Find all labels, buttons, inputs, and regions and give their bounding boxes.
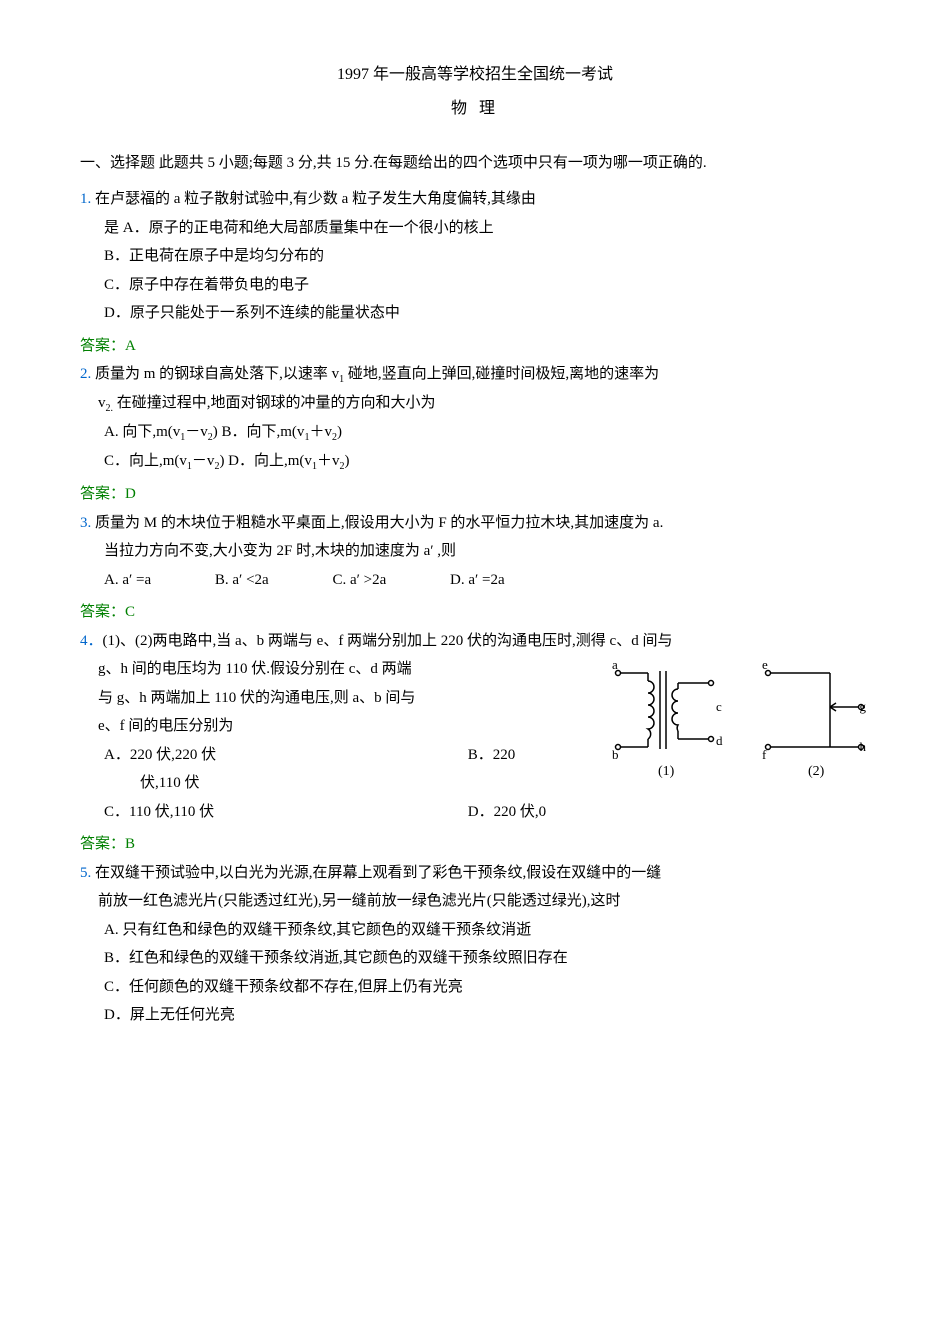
q3-stem2: 当拉力方向不变,大小变为 2F 时,木块的加速度为 a′ ,则 (80, 537, 870, 566)
q4-option-c: C．110 伏,110 伏 (104, 798, 464, 827)
q2-oa-mid: －v (185, 424, 208, 440)
q2-oc-mid2: ＋v (317, 453, 340, 469)
q2-answer: 答案：D (80, 480, 870, 509)
fig-label-g: g (860, 699, 867, 714)
q2-l2-p2: 在碰撞过程中,地面对钢球的冲量的方向和大小为 (113, 395, 436, 411)
q5-option-d: D．屏上无任何光亮 (80, 1001, 870, 1030)
q2-stem-p2: 碰地,竖直向上弹回,碰撞时间极短,离地的速率为 (344, 366, 659, 382)
q5-stem1: 在双缝干预试验中,以白光为光源,在屏幕上观看到了彩色干预条纹,假设在双缝中的一缝 (95, 865, 661, 881)
question-2: 2. 质量为 m 的钢球自高处落下,以速率 v1 碰地,竖直向上弹回,碰撞时间极… (80, 360, 870, 476)
q2-oa-mid2: ＋v (309, 424, 332, 440)
q1-number: 1. (80, 191, 91, 207)
exam-title: 1997 年一般高等学校招生全国统一考试 (80, 60, 870, 90)
q4-answer-label: 答案： (80, 836, 125, 852)
q4-stem2: g、h 间的电压均为 110 伏.假设分别在 c、d 两端 (80, 655, 600, 684)
q2-answer-letter: D (125, 486, 136, 502)
q4-option-b2: 伏,110 伏 (80, 769, 600, 798)
fig-label-f: f (762, 747, 767, 762)
q4-row-cd: C．110 伏,110 伏 D．220 伏,0 (80, 798, 600, 827)
fig-label-h: h (860, 739, 867, 754)
q2-oc-pre: C．向上,m(v (104, 453, 187, 469)
q2-stem-p1: 质量为 m 的钢球自高处落下,以速率 v (95, 366, 339, 382)
q2-options-cd: C．向上,m(v1－v2) D．向上,m(v1＋v2) (80, 447, 870, 476)
q2-answer-label: 答案： (80, 486, 125, 502)
q3-option-c: C. a′ >2a (332, 566, 386, 595)
q3-option-a: A. a′ =a (104, 566, 151, 595)
q2-l2-p1: v (98, 395, 106, 411)
q2-l2-sub: 2. (106, 403, 114, 414)
q2-line2: v2. 在碰撞过程中,地面对钢球的冲量的方向和大小为 (80, 389, 870, 418)
fig-label-one: (1) (658, 764, 675, 779)
fig-label-d: d (716, 733, 723, 748)
q1-stem: 在卢瑟福的 a 粒子散射试验中,有少数 a 粒子发生大角度偏转,其缘由 (95, 191, 536, 207)
q2-oa-pre: A. 向下,m(v (104, 424, 180, 440)
q2-oa-end: ) (337, 424, 342, 440)
question-3: 3. 质量为 M 的木块位于粗糙水平桌面上,假设用大小为 F 的水平恒力拉木块,… (80, 509, 870, 595)
q1-option-b: B．正电荷在原子中是均匀分布的 (80, 242, 870, 271)
q4-stem4: e、f 间的电压分别为 (80, 712, 600, 741)
q3-answer: 答案：C (80, 598, 870, 627)
question-5: 5. 在双缝干预试验中,以白光为光源,在屏幕上观看到了彩色干预条纹,假设在双缝中… (80, 859, 870, 1030)
q2-oa-post: ) B．向下,m(v (213, 424, 305, 440)
q4-answer-letter: B (125, 836, 135, 852)
q2-options-ab: A. 向下,m(v1－v2) B．向下,m(v1＋v2) (80, 418, 870, 447)
q4-number: 4． (80, 633, 103, 649)
q4-answer: 答案：B (80, 830, 870, 859)
q3-answer-label: 答案： (80, 604, 125, 620)
question-4: 4．(1)、(2)两电路中,当 a、b 两端与 e、f 两端分别加上 220 伏… (80, 627, 870, 827)
q4-figure: a b c d (1) (610, 659, 870, 800)
q3-option-d: D. a′ =2a (450, 566, 505, 595)
q2-oc-end: ) (344, 453, 349, 469)
q3-number: 3. (80, 515, 91, 531)
q3-answer-letter: C (125, 604, 135, 620)
q4-option-a: A．220 伏,220 伏 (104, 741, 464, 770)
q5-number: 5. (80, 865, 91, 881)
q1-answer-letter: A (125, 338, 136, 354)
q3-options: A. a′ =a B. a′ <2a C. a′ >2a D. a′ =2a (80, 566, 870, 595)
exam-subject: 物 理 (80, 94, 870, 124)
q5-stem2: 前放一红色滤光片(只能透过红光),另一缝前放一绿色滤光片(只能透过绿光),这时 (80, 887, 870, 916)
fig-label-e: e (762, 659, 768, 672)
fig-label-b: b (612, 747, 619, 762)
q2-oc-post: ) D．向上,m(v (219, 453, 312, 469)
q1-answer: 答案：A (80, 332, 870, 361)
fig-label-two: (2) (808, 764, 825, 779)
fig-label-a: a (612, 659, 618, 672)
q2-number: 2. (80, 366, 91, 382)
q4-row-ab: A．220 伏,220 伏 B．220 (80, 741, 600, 770)
q3-option-b: B. a′ <2a (215, 566, 269, 595)
q1-option-d: D．原子只能处于一系列不连续的能量状态中 (80, 299, 870, 328)
q1-answer-label: 答案： (80, 338, 125, 354)
q4-stem3: 与 g、h 两端加上 110 伏的沟通电压,则 a、b 间与 (80, 684, 600, 713)
q4-option-b: B．220 (468, 741, 516, 770)
q4-option-d: D．220 伏,0 (468, 798, 546, 827)
question-1: 1. 在卢瑟福的 a 粒子散射试验中,有少数 a 粒子发生大角度偏转,其缘由 是… (80, 185, 870, 328)
q5-option-c: C．任何颜色的双缝干预条纹都不存在,但屏上仍有光亮 (80, 973, 870, 1002)
q5-option-a: A. 只有红色和绿色的双缝干预条纹,其它颜色的双缝干预条纹消逝 (80, 916, 870, 945)
q2-oc-mid: －v (192, 453, 215, 469)
q3-stem1: 质量为 M 的木块位于粗糙水平桌面上,假设用大小为 F 的水平恒力拉木块,其加速… (95, 515, 663, 531)
fig-label-c: c (716, 699, 722, 714)
q5-option-b: B．红色和绿色的双缝干预条纹消逝,其它颜色的双缝干预条纹照旧存在 (80, 944, 870, 973)
q1-option-c: C．原子中存在着带负电的电子 (80, 271, 870, 300)
q4-stem1: (1)、(2)两电路中,当 a、b 两端与 e、f 两端分别加上 220 伏的沟… (103, 633, 673, 649)
section-intro: 一、选择题 此题共 5 小题;每题 3 分,共 15 分.在每题给出的四个选项中… (80, 149, 870, 178)
q1-option-a: 是 A．原子的正电荷和绝大局部质量集中在一个很小的核上 (80, 214, 870, 243)
